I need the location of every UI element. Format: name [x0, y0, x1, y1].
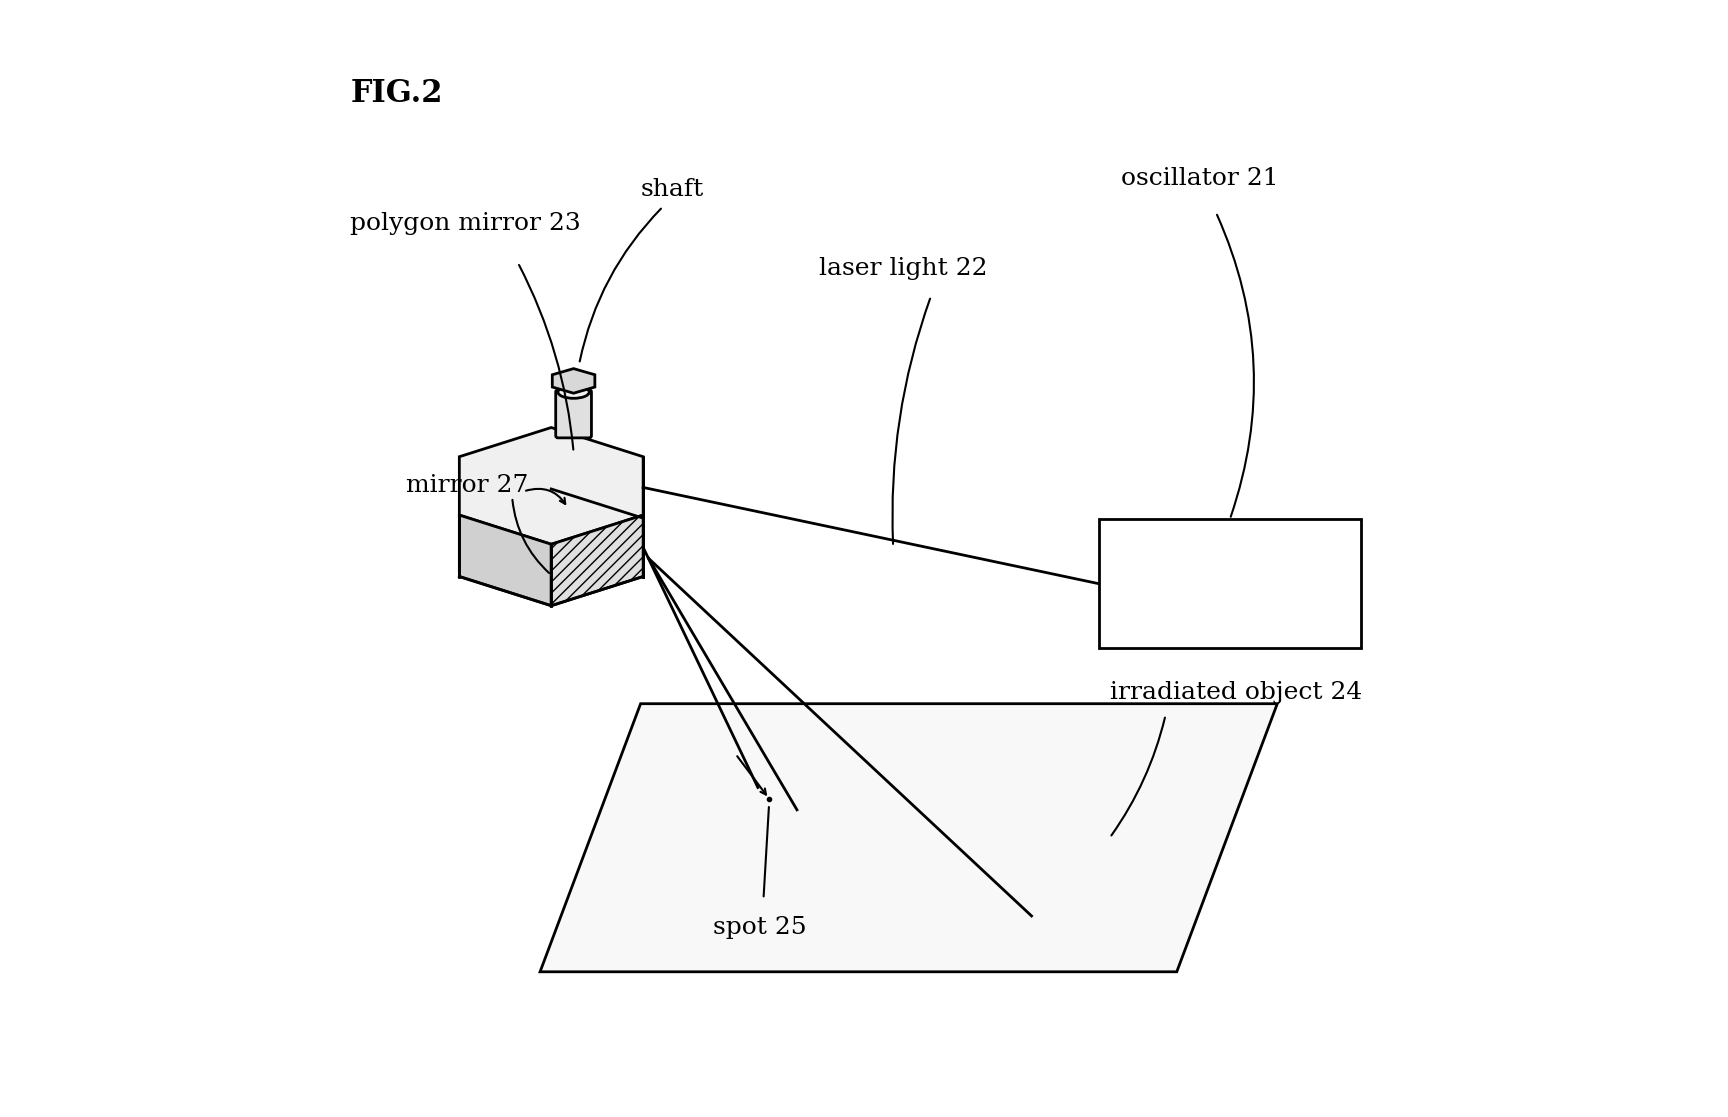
Ellipse shape — [558, 385, 589, 399]
Text: polygon mirror 23: polygon mirror 23 — [351, 212, 581, 235]
Polygon shape — [460, 428, 643, 544]
Text: spot 25: spot 25 — [714, 916, 807, 938]
Bar — [1099, 519, 1362, 648]
Text: irradiated object 24: irradiated object 24 — [1109, 681, 1362, 704]
Text: shaft: shaft — [641, 179, 703, 201]
FancyBboxPatch shape — [556, 390, 591, 438]
Polygon shape — [551, 515, 643, 605]
Polygon shape — [541, 704, 1277, 972]
Polygon shape — [460, 515, 551, 605]
Polygon shape — [553, 369, 594, 393]
Text: oscillator 21: oscillator 21 — [1121, 168, 1279, 190]
Text: mirror 27: mirror 27 — [406, 475, 529, 497]
Text: FIG.2: FIG.2 — [351, 78, 442, 109]
Text: laser light 22: laser light 22 — [819, 257, 988, 279]
